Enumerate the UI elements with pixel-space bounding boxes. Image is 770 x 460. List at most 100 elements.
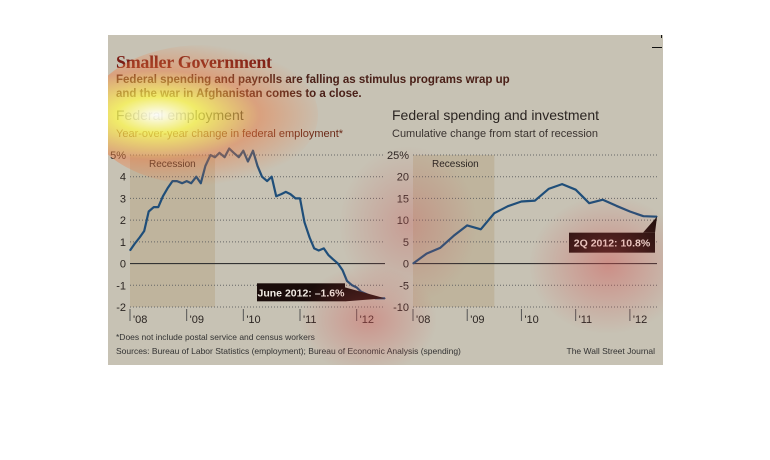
data-point: [351, 284, 353, 286]
x-tick-label: '12: [633, 314, 647, 326]
data-point: [285, 191, 287, 193]
data-point: [139, 236, 141, 239]
data-point: [337, 262, 339, 265]
y-tick-label: -10: [393, 302, 409, 314]
graphic-dek: Federal spending and payrolls are fallin…: [116, 74, 510, 100]
data-point: [181, 182, 183, 184]
x-tick-label: '08: [416, 314, 430, 326]
x-tick-label: '10: [246, 314, 260, 326]
x-tick-label: '09: [470, 314, 484, 326]
data-point: [233, 152, 235, 154]
data-point: [493, 212, 495, 214]
data-point: [341, 269, 344, 271]
callout-box: [569, 232, 655, 253]
x-tick-label: '11: [303, 314, 317, 326]
y-tick-label: 4: [120, 172, 126, 184]
data-point: [439, 247, 441, 249]
graphic-panel: Smaller Government Federal spending and …: [108, 35, 663, 365]
data-point: [280, 193, 282, 195]
y-tick-label: 5: [403, 237, 409, 249]
data-point: [266, 180, 268, 182]
data-point: [453, 235, 455, 237]
data-point: [561, 183, 563, 185]
chart-1-subtitle: Year-over-year change in federal employm…: [116, 128, 344, 140]
y-tick-label: 10: [397, 215, 409, 227]
data-point: [412, 262, 414, 265]
data-point: [313, 247, 315, 249]
chart-2-subtitle: Cumulative change from start of recessio…: [392, 128, 599, 140]
graphic-title: Smaller Government: [116, 52, 272, 72]
credit-line: The Wall Street Journal: [566, 346, 656, 356]
data-point: [209, 154, 212, 156]
data-point: [346, 280, 348, 282]
data-point: [588, 202, 590, 204]
data-point: [271, 176, 273, 178]
data-point: [171, 180, 174, 182]
y-tick-label: 25%: [387, 150, 409, 162]
data-point: [466, 224, 468, 226]
data-point: [157, 206, 159, 208]
data-point: [534, 200, 536, 202]
data-point: [327, 254, 329, 256]
footnote: *Does not include postal service and cen…: [116, 332, 315, 342]
data-point: [299, 197, 301, 200]
data-point: [218, 152, 221, 154]
data-point: [176, 180, 178, 182]
data-point: [148, 210, 150, 213]
data-point: [190, 182, 192, 184]
data-point: [228, 147, 230, 150]
data-point: [323, 247, 325, 249]
data-point: [247, 160, 249, 163]
corner-tick: [661, 35, 662, 38]
data-point: [309, 236, 311, 239]
data-point: [195, 176, 197, 178]
data-point: [224, 156, 226, 158]
chart-1-title: Federal employment: [116, 107, 244, 123]
y-tick-label: 0: [120, 259, 126, 271]
chart-federal-spending: Recession 25% 20 15 10 5 0 -5 -10 '08 '09 '10 '11 '12…: [387, 150, 658, 326]
data-point: [186, 180, 188, 182]
callout-label: 2Q 2012: 10.8%: [574, 238, 651, 250]
data-point: [642, 215, 645, 217]
data-point: [656, 216, 658, 218]
recession-label: Recession: [432, 159, 479, 170]
data-point: [162, 195, 164, 197]
callout-box: [257, 283, 345, 302]
y-tick-label: 5%: [110, 150, 126, 162]
data-point: [214, 156, 216, 158]
data-point: [384, 297, 386, 299]
data-point: [520, 200, 523, 203]
data-point: [480, 228, 482, 230]
data-point: [275, 195, 277, 197]
data-point: [167, 186, 169, 189]
recession-band: [413, 155, 495, 307]
data-point: [575, 189, 577, 191]
sources-note: Sources: Bureau of Labor Statistics (emp…: [116, 346, 461, 356]
data-point: [289, 193, 291, 195]
y-tick-label: 3: [120, 193, 126, 205]
data-point: [200, 182, 202, 184]
x-tick-label: '08: [133, 314, 147, 326]
data-point: [133, 243, 136, 245]
data-point: [252, 150, 254, 152]
y-tick-label: -2: [116, 302, 126, 314]
callout-pointer: [643, 216, 657, 233]
data-point: [261, 176, 263, 178]
callout-pointer: [345, 287, 385, 302]
x-tick-label: '11: [579, 314, 593, 326]
data-point: [256, 165, 259, 167]
y-tick-label: 2: [120, 215, 126, 227]
callout: 2Q 2012: 10.8%: [569, 216, 657, 253]
data-point: [629, 210, 631, 213]
y-tick-label: 1: [120, 237, 126, 249]
data-point: [204, 165, 206, 167]
data-point: [153, 206, 155, 208]
data-point: [242, 150, 244, 152]
data-point: [507, 205, 509, 207]
y-tick-label: 20: [397, 172, 409, 184]
callout-label: June 2012: –1.6%: [258, 287, 346, 299]
corner-mark: [652, 47, 662, 48]
callout: June 2012: –1.6%: [257, 283, 385, 302]
data-point: [318, 249, 320, 252]
data-point: [615, 205, 617, 207]
